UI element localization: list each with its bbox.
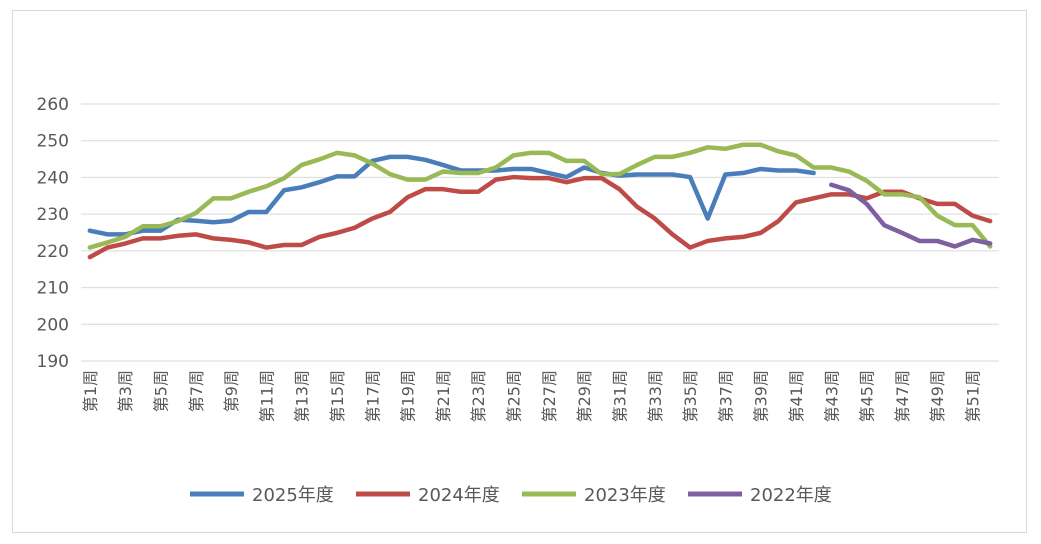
- series-line-1: [87, 154, 816, 237]
- legend: 2025年度 2024年度 2023年度 2022年度: [190, 485, 832, 506]
- y-tick-label: 250: [37, 132, 69, 152]
- y-tick-label: 260: [37, 95, 69, 115]
- x-tick-label: 第33周: [646, 370, 665, 422]
- x-tick-label: 第15周: [328, 370, 347, 422]
- series-lines: [87, 142, 993, 260]
- x-tick-label: 第13周: [293, 370, 312, 422]
- series-line-2: [87, 174, 993, 260]
- gridlines: [81, 103, 999, 362]
- x-tick-label: 第3周: [116, 370, 135, 412]
- x-tick-label: 第9周: [222, 370, 241, 412]
- y-tick-label: 230: [37, 205, 69, 225]
- x-tick-label: 第35周: [681, 370, 700, 422]
- x-tick-label: 第29周: [575, 370, 594, 422]
- x-tick-label: 第31周: [610, 370, 629, 422]
- x-tick-label: 第45周: [858, 370, 877, 422]
- legend-label: 2024年度: [418, 485, 500, 506]
- y-tick-label: 240: [37, 168, 69, 188]
- y-tick-label: 220: [37, 242, 69, 262]
- x-tick-label: 第39周: [752, 370, 771, 422]
- legend-label: 2022年度: [750, 485, 832, 506]
- x-tick-label: 第25周: [505, 370, 524, 422]
- x-tick-label: 第49周: [928, 370, 947, 422]
- x-tick-label: 第1周: [81, 370, 100, 412]
- x-tick-label: 第21周: [434, 370, 453, 422]
- x-tick-label: 第11周: [257, 370, 276, 422]
- y-tick-label: 210: [37, 279, 69, 299]
- x-tick-label: 第19周: [399, 370, 418, 422]
- x-tick-label: 第43周: [822, 370, 841, 422]
- y-tick-label: 190: [37, 352, 69, 372]
- x-tick-label: 第41周: [787, 370, 806, 422]
- x-tick-label: 第17周: [363, 370, 382, 422]
- y-tick-label: 200: [37, 315, 69, 335]
- legend-label: 2023年度: [584, 485, 666, 506]
- x-tick-label: 第23周: [469, 370, 488, 422]
- x-tick-label: 第5周: [151, 370, 170, 412]
- x-tick-label: 第7周: [187, 370, 206, 412]
- x-tick-label: 第27周: [540, 370, 559, 422]
- x-tick-label: 第37周: [716, 370, 735, 422]
- x-tick-label: 第47周: [893, 370, 912, 422]
- chart-frame: [12, 10, 1027, 533]
- series-line-4: [829, 182, 993, 249]
- x-tick-label: 第51周: [964, 370, 983, 422]
- legend-label: 2025年度: [252, 485, 334, 506]
- x-axis-ticks: 第1周 第3周 第5周 第7周 第9周 第11周 第13周 第15周 第17周 第19周 第21周第…: [81, 370, 983, 422]
- y-axis-ticks: 190 200 210 220 230 240 250 260: [37, 95, 69, 372]
- series-line-3: [87, 142, 993, 250]
